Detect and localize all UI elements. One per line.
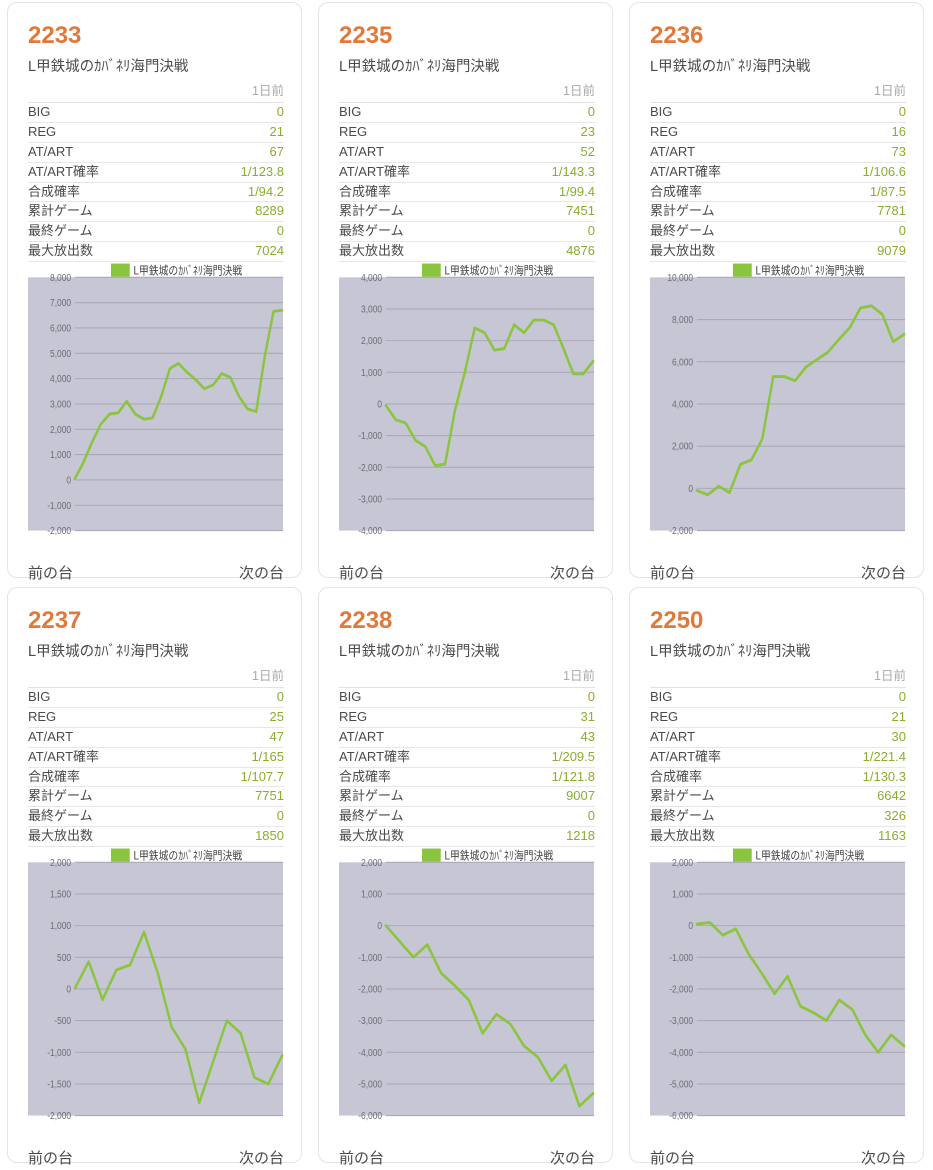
svg-text:1,000: 1,000 xyxy=(361,889,382,900)
svg-text:-6,000: -6,000 xyxy=(358,1111,382,1122)
svg-text:2,000: 2,000 xyxy=(361,857,382,868)
svg-text:-2,000: -2,000 xyxy=(358,462,382,473)
svg-text:5,000: 5,000 xyxy=(50,348,71,359)
svg-text:0: 0 xyxy=(377,921,382,932)
svg-text:7,000: 7,000 xyxy=(50,298,71,309)
svg-text:L甲鉄城のｶﾊﾞﾈﾘ海門決戦: L甲鉄城のｶﾊﾞﾈﾘ海門決戦 xyxy=(444,264,553,278)
svg-text:3,000: 3,000 xyxy=(50,399,71,410)
svg-text:0: 0 xyxy=(66,475,71,486)
svg-text:2,000: 2,000 xyxy=(50,857,71,868)
svg-text:-4,000: -4,000 xyxy=(358,526,382,537)
svg-text:4,000: 4,000 xyxy=(50,374,71,385)
svg-text:-500: -500 xyxy=(54,1016,71,1027)
svg-text:-2,000: -2,000 xyxy=(669,984,693,995)
svg-text:-1,000: -1,000 xyxy=(669,952,693,963)
svg-text:0: 0 xyxy=(688,921,693,932)
svg-text:10,000: 10,000 xyxy=(667,272,693,283)
svg-text:-2,000: -2,000 xyxy=(669,526,693,537)
svg-text:0: 0 xyxy=(688,484,693,495)
svg-text:6,000: 6,000 xyxy=(50,323,71,334)
svg-text:8,000: 8,000 xyxy=(672,315,693,326)
svg-text:3,000: 3,000 xyxy=(361,304,382,315)
svg-text:4,000: 4,000 xyxy=(361,272,382,283)
svg-text:-2,000: -2,000 xyxy=(358,984,382,995)
svg-text:1,500: 1,500 xyxy=(50,889,71,900)
svg-text:-3,000: -3,000 xyxy=(358,1016,382,1027)
svg-text:-5,000: -5,000 xyxy=(669,1079,693,1090)
svg-text:L甲鉄城のｶﾊﾞﾈﾘ海門決戦: L甲鉄城のｶﾊﾞﾈﾘ海門決戦 xyxy=(755,264,864,278)
svg-text:2,000: 2,000 xyxy=(361,336,382,347)
svg-text:-1,000: -1,000 xyxy=(358,431,382,442)
svg-text:2,000: 2,000 xyxy=(672,857,693,868)
svg-text:-1,500: -1,500 xyxy=(47,1079,71,1090)
svg-text:500: 500 xyxy=(57,952,71,963)
svg-text:-2,000: -2,000 xyxy=(47,1111,71,1122)
svg-text:8,000: 8,000 xyxy=(50,272,71,283)
svg-text:-6,000: -6,000 xyxy=(669,1111,693,1122)
svg-text:-4,000: -4,000 xyxy=(669,1047,693,1058)
svg-text:-3,000: -3,000 xyxy=(669,1016,693,1027)
svg-text:-2,000: -2,000 xyxy=(47,526,71,537)
svg-text:-5,000: -5,000 xyxy=(358,1079,382,1090)
svg-text:2,000: 2,000 xyxy=(672,441,693,452)
svg-text:1,000: 1,000 xyxy=(50,921,71,932)
svg-text:2,000: 2,000 xyxy=(50,424,71,435)
svg-text:-1,000: -1,000 xyxy=(47,1047,71,1058)
svg-text:0: 0 xyxy=(66,984,71,995)
svg-text:1,000: 1,000 xyxy=(50,450,71,461)
svg-text:L甲鉄城のｶﾊﾞﾈﾘ海門決戦: L甲鉄城のｶﾊﾞﾈﾘ海門決戦 xyxy=(133,264,242,278)
svg-text:0: 0 xyxy=(377,399,382,410)
svg-text:1,000: 1,000 xyxy=(361,367,382,378)
svg-text:1,000: 1,000 xyxy=(672,889,693,900)
svg-text:L甲鉄城のｶﾊﾞﾈﾘ海門決戦: L甲鉄城のｶﾊﾞﾈﾘ海門決戦 xyxy=(444,849,553,863)
svg-text:4,000: 4,000 xyxy=(672,399,693,410)
svg-text:L甲鉄城のｶﾊﾞﾈﾘ海門決戦: L甲鉄城のｶﾊﾞﾈﾘ海門決戦 xyxy=(133,849,242,863)
svg-text:-4,000: -4,000 xyxy=(358,1047,382,1058)
svg-text:-1,000: -1,000 xyxy=(47,500,71,511)
svg-text:6,000: 6,000 xyxy=(672,357,693,368)
svg-text:L甲鉄城のｶﾊﾞﾈﾘ海門決戦: L甲鉄城のｶﾊﾞﾈﾘ海門決戦 xyxy=(755,849,864,863)
svg-text:-1,000: -1,000 xyxy=(358,952,382,963)
svg-text:-3,000: -3,000 xyxy=(358,494,382,505)
